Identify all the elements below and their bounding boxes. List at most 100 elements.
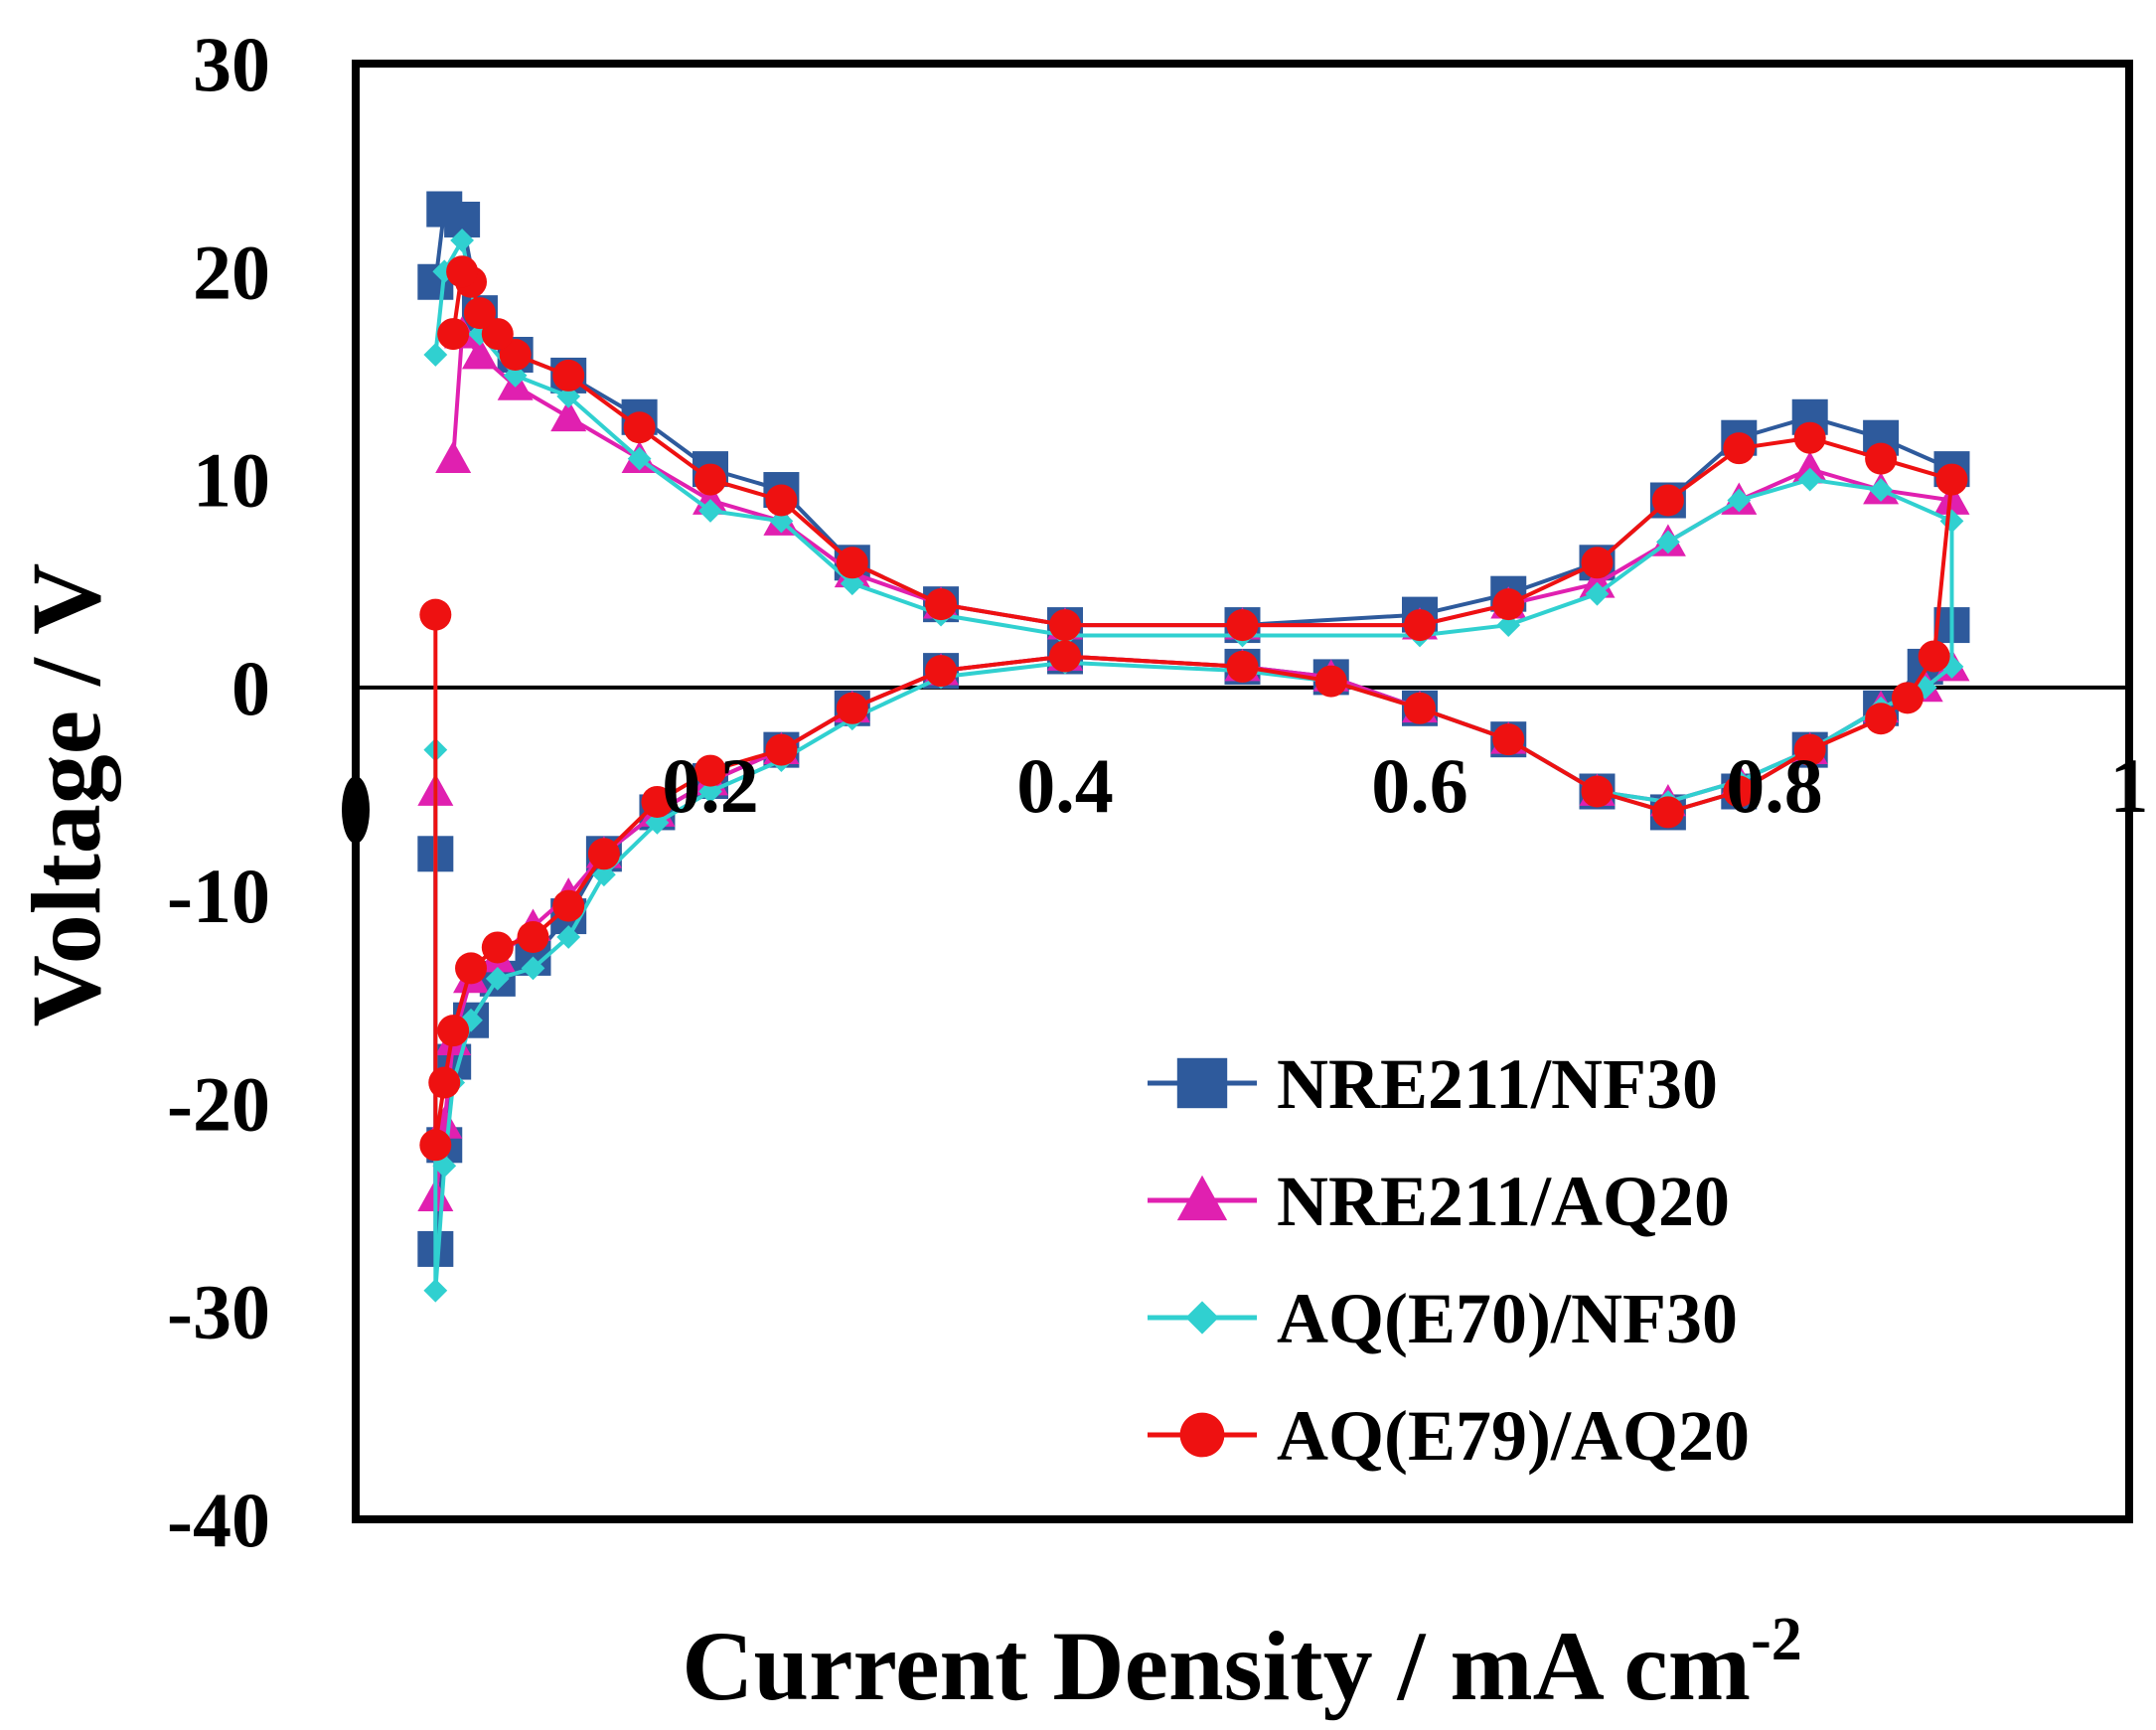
- x-axis-title: Current Density / mA cm-2: [682, 1606, 1801, 1721]
- data-point: [556, 925, 581, 949]
- legend-label: AQ(E70)/NF30: [1277, 1279, 1738, 1358]
- data-point: [925, 655, 958, 688]
- data-point: [1226, 609, 1259, 642]
- y-tick-label: 10: [193, 437, 270, 524]
- data-point: [1865, 703, 1898, 735]
- data-point: [1918, 640, 1950, 673]
- data-point: [556, 384, 581, 408]
- y-tick-label: -10: [167, 853, 270, 939]
- data-point: [419, 598, 452, 631]
- data-point: [694, 463, 726, 496]
- data-point: [550, 398, 587, 432]
- data-point: [1404, 692, 1436, 724]
- data-point: [1793, 421, 1826, 454]
- legend-marker: [1185, 1301, 1219, 1335]
- data-point: [925, 588, 958, 621]
- data-point: [1869, 478, 1893, 502]
- data-point: [840, 571, 864, 596]
- data-point: [423, 343, 448, 367]
- x-tick-labels: 0.2 0.4 0.6 0.8 1: [662, 742, 2148, 829]
- legend-marker: [1179, 1412, 1225, 1458]
- x-tick-label: 0.2: [662, 742, 759, 829]
- legend-marker: [1176, 1175, 1228, 1221]
- legend-entry: NRE211/NF30: [1148, 1044, 1718, 1124]
- data-point: [437, 318, 470, 351]
- data-point: [432, 259, 457, 284]
- y-tick-labels: 30 20 10 0 -10 -20 -30 -40: [167, 21, 270, 1563]
- data-point: [435, 440, 472, 474]
- y-tick-label: -40: [167, 1477, 270, 1563]
- data-point: [1581, 775, 1614, 808]
- x-tick-label: 0.8: [1726, 742, 1823, 829]
- data-point: [461, 337, 498, 370]
- legend-marker: [1176, 1057, 1228, 1109]
- data-point: [1891, 682, 1924, 714]
- data-point: [1656, 530, 1680, 554]
- data-point: [1314, 665, 1347, 698]
- data-point: [1727, 488, 1752, 513]
- data-point: [463, 297, 496, 330]
- data-point: [552, 359, 585, 392]
- origin-marker: [342, 776, 370, 844]
- data-point: [419, 1129, 452, 1162]
- data-point: [428, 1066, 461, 1099]
- data-point: [592, 863, 616, 887]
- data-point: [836, 692, 868, 724]
- data-point: [1723, 432, 1756, 465]
- y-tick-label: 20: [193, 229, 270, 315]
- data-point: [765, 484, 798, 517]
- x-tick-label: 0.4: [1016, 742, 1114, 829]
- data-point: [432, 1154, 457, 1179]
- data-point: [1226, 650, 1259, 683]
- y-tick-label: -30: [167, 1269, 270, 1355]
- data-point: [587, 838, 620, 870]
- data-point: [481, 931, 514, 964]
- data-point: [698, 499, 722, 523]
- plot-area: [352, 60, 2133, 1523]
- x-axis-title-text: Current Density / mA cm: [682, 1611, 1751, 1721]
- data-point: [521, 956, 545, 981]
- data-point: [423, 1278, 448, 1303]
- legend-label: AQ(E79)/AQ20: [1277, 1396, 1750, 1476]
- data-point: [437, 1015, 470, 1047]
- data-point: [1496, 613, 1521, 637]
- data-point: [1651, 484, 1684, 517]
- data-point: [694, 754, 726, 787]
- data-point: [1793, 733, 1826, 766]
- data-point: [1492, 723, 1525, 756]
- data-point: [627, 446, 652, 471]
- data-point: [1935, 463, 1968, 496]
- legend-label: NRE211/NF30: [1277, 1044, 1718, 1124]
- x-axis-title-superscript: -2: [1751, 1606, 1802, 1673]
- y-tick-label: 30: [193, 21, 270, 107]
- data-point: [552, 889, 585, 922]
- series-4: [419, 255, 1968, 1162]
- legend: NRE211/NF30 NRE211/AQ20 AQ(E70)/NF30 AQ(E79…: [1148, 1044, 1750, 1476]
- data-point: [641, 785, 674, 818]
- data-point: [1797, 467, 1822, 492]
- data-point: [481, 318, 514, 351]
- legend-entry: NRE211/AQ20: [1148, 1162, 1730, 1241]
- data-point: [1049, 609, 1081, 642]
- data-point: [426, 191, 463, 228]
- data-point: [459, 1008, 483, 1032]
- data-point: [1865, 442, 1898, 475]
- data-point: [769, 509, 794, 534]
- data-point: [1585, 581, 1610, 606]
- data-point: [765, 733, 798, 766]
- y-axis-title: Voltage / V: [11, 563, 121, 1027]
- data-point: [1492, 588, 1525, 621]
- data-point: [517, 921, 549, 953]
- data-point: [503, 364, 528, 388]
- data-point: [623, 411, 656, 444]
- data-point: [698, 779, 722, 804]
- data-point: [446, 255, 479, 288]
- data-point: [499, 339, 532, 371]
- legend-entry: AQ(E70)/NF30: [1148, 1279, 1738, 1358]
- legend-label: NRE211/AQ20: [1277, 1162, 1730, 1241]
- legend-entry: AQ(E79)/AQ20: [1148, 1396, 1750, 1476]
- data-point: [455, 952, 488, 985]
- data-point: [1791, 451, 1828, 484]
- x-tick-label: 0.6: [1371, 742, 1468, 829]
- data-point: [1723, 775, 1756, 808]
